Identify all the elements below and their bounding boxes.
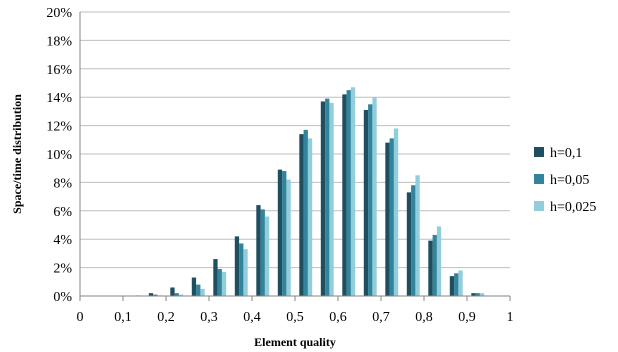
x-tick-label: 0,6 bbox=[329, 310, 347, 325]
y-tick-label: 18% bbox=[46, 34, 72, 49]
axes bbox=[80, 12, 510, 301]
x-tick-label: 0,3 bbox=[200, 310, 218, 325]
y-tick-label: 14% bbox=[46, 91, 72, 106]
bar bbox=[256, 205, 260, 296]
bar bbox=[329, 103, 333, 296]
bar bbox=[222, 272, 226, 296]
bar bbox=[325, 99, 329, 296]
x-tick-label: 0,4 bbox=[243, 310, 261, 325]
bar bbox=[428, 241, 432, 296]
legend-label: h=0,1 bbox=[550, 146, 582, 161]
bar bbox=[415, 175, 419, 296]
x-tick-labels: 0 0,1 0,2 0,3 0,4 0,5 0,6 0,7 0,8 0,9 1 bbox=[77, 310, 514, 325]
bar bbox=[342, 94, 346, 296]
bar bbox=[368, 104, 372, 296]
x-axis-title: Element quality bbox=[254, 335, 336, 349]
x-tick-label: 0,8 bbox=[415, 310, 433, 325]
bar bbox=[458, 270, 462, 296]
legend: h=0,1 h=0,05 h=0,025 bbox=[534, 146, 596, 215]
bar bbox=[364, 110, 368, 296]
x-tick-label: 0 bbox=[77, 310, 84, 325]
y-tick-label: 4% bbox=[53, 233, 72, 248]
bar bbox=[308, 138, 312, 296]
y-tick-label: 6% bbox=[53, 205, 72, 220]
x-tick-label: 0,5 bbox=[286, 310, 304, 325]
x-tick-label: 0,7 bbox=[372, 310, 390, 325]
bar bbox=[261, 209, 265, 296]
bar bbox=[454, 273, 458, 296]
bar bbox=[299, 134, 303, 296]
bar bbox=[286, 180, 290, 296]
bar bbox=[235, 236, 239, 296]
bar bbox=[450, 276, 454, 296]
legend-swatch bbox=[534, 174, 544, 184]
bar bbox=[433, 235, 437, 296]
bar bbox=[372, 97, 376, 296]
y-tick-label: 0% bbox=[53, 290, 72, 305]
x-tick-label: 1 bbox=[507, 310, 514, 325]
bar bbox=[265, 216, 269, 296]
y-tick-label: 12% bbox=[46, 120, 72, 135]
gridlines bbox=[80, 12, 510, 296]
bar bbox=[170, 287, 174, 296]
bar bbox=[394, 128, 398, 296]
y-tick-label: 8% bbox=[53, 176, 72, 191]
bar bbox=[347, 90, 351, 296]
legend-swatch bbox=[534, 147, 544, 157]
y-tick-label: 16% bbox=[46, 63, 72, 78]
legend-label: h=0,05 bbox=[550, 173, 589, 188]
bar bbox=[437, 226, 441, 296]
bar bbox=[407, 192, 411, 296]
bar bbox=[411, 185, 415, 296]
bars bbox=[136, 87, 484, 296]
bar bbox=[196, 285, 200, 296]
bar bbox=[390, 138, 394, 296]
bar bbox=[218, 269, 222, 296]
legend-swatch bbox=[534, 201, 544, 211]
y-tick-label: 2% bbox=[53, 262, 72, 277]
bar bbox=[239, 243, 243, 296]
bar bbox=[282, 171, 286, 296]
legend-label: h=0,025 bbox=[550, 200, 596, 215]
bar bbox=[351, 87, 355, 296]
bar bbox=[321, 101, 325, 296]
bar bbox=[278, 170, 282, 296]
y-tick-labels: 0% 2% 4% 6% 8% 10% 12% 14% 16% 18% 20% bbox=[46, 6, 72, 305]
y-axis-title: Space/time distribution bbox=[10, 94, 24, 214]
y-tick-label: 10% bbox=[46, 148, 72, 163]
y-tick-label: 20% bbox=[46, 6, 72, 21]
bar bbox=[243, 249, 247, 296]
x-tick-label: 0,9 bbox=[458, 310, 476, 325]
bar bbox=[385, 143, 389, 296]
bar bbox=[192, 278, 196, 296]
x-tick-label: 0,1 bbox=[114, 310, 132, 325]
bar bbox=[200, 289, 204, 296]
bar bbox=[213, 259, 217, 296]
bar bbox=[304, 130, 308, 296]
x-tick-label: 0,2 bbox=[157, 310, 175, 325]
